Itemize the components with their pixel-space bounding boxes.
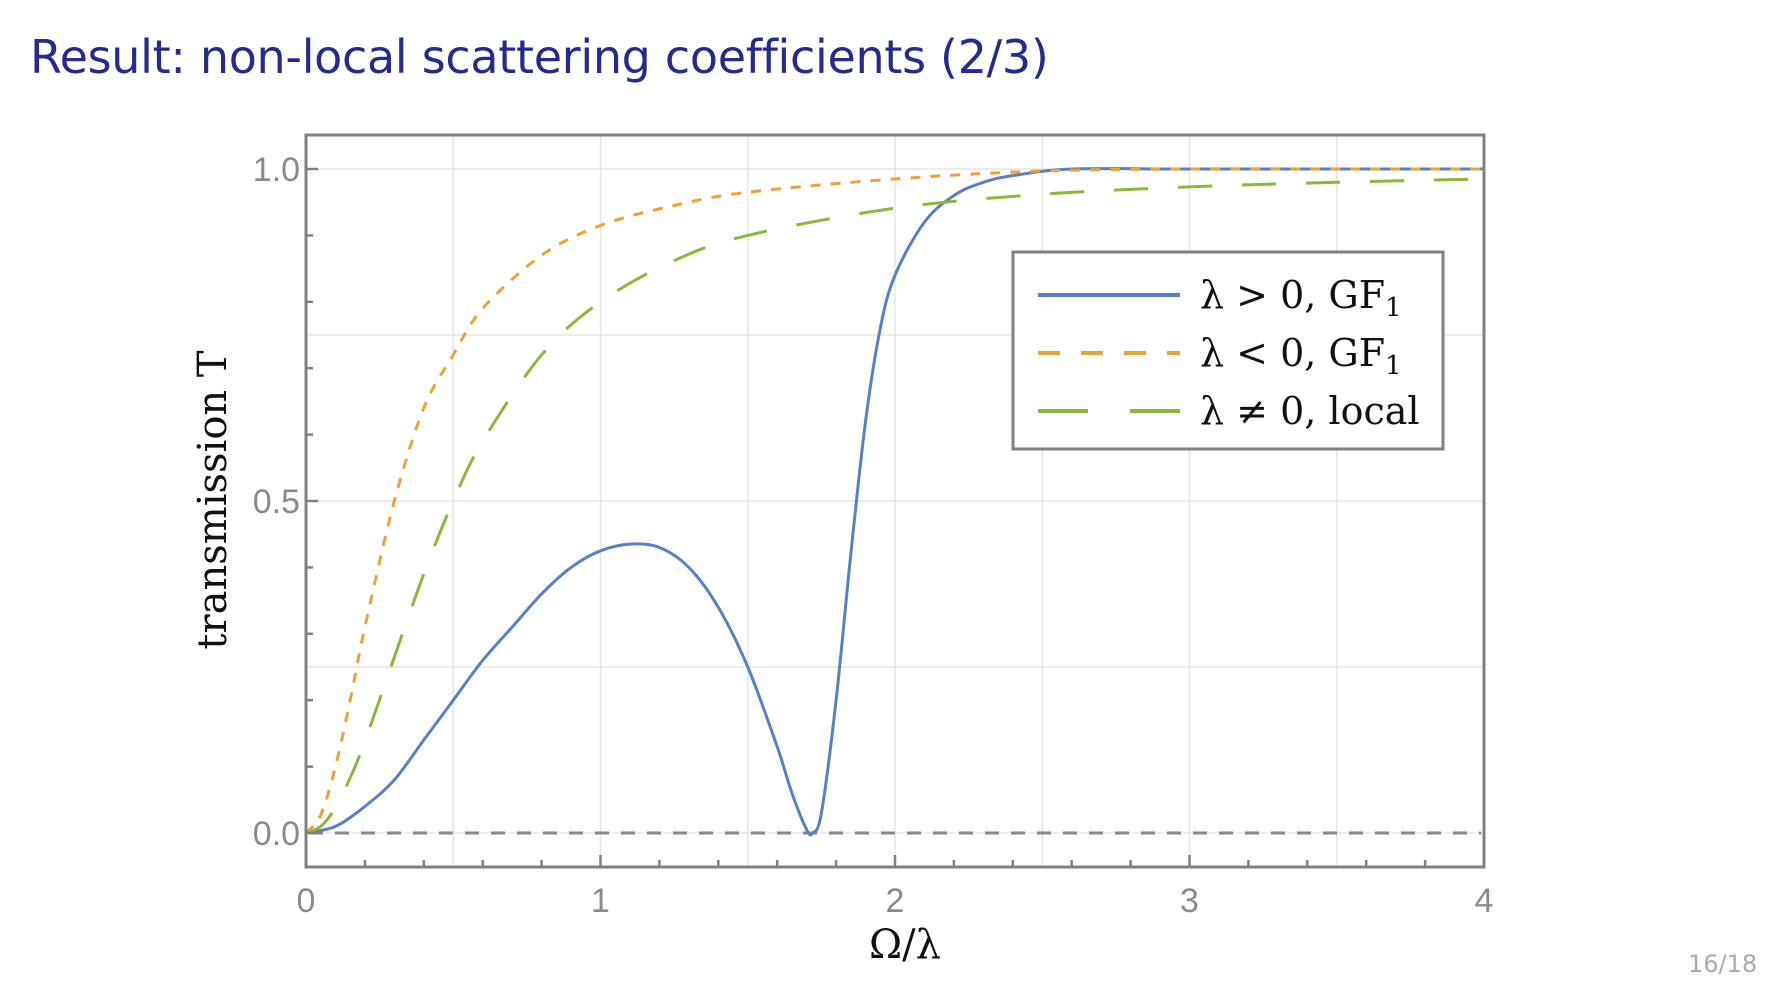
x-tick-label: 3 bbox=[1180, 882, 1199, 920]
series-line-2 bbox=[304, 167, 1484, 835]
x-tick-label: 2 bbox=[886, 882, 905, 920]
legend-subscript: 1 bbox=[1385, 351, 1402, 381]
legend-text: λ < 0, GF bbox=[1200, 331, 1385, 375]
y-axis-label: transmission T bbox=[190, 350, 236, 649]
y-tick-label: 0.0 bbox=[253, 815, 300, 853]
page-number: 16/18 bbox=[1688, 950, 1758, 978]
x-axis-label: Ω/λ bbox=[869, 922, 941, 968]
x-tick-label: 0 bbox=[297, 882, 316, 920]
y-tick-label: 1.0 bbox=[253, 151, 300, 189]
grid bbox=[306, 135, 1484, 867]
y-tick-label: 0.5 bbox=[253, 483, 300, 521]
legend-label-3: λ ≠ 0, local bbox=[1200, 389, 1420, 433]
x-tick-label: 1 bbox=[591, 882, 610, 920]
slide-title: Result: non-local scattering coefficient… bbox=[30, 30, 1049, 84]
legend-text: λ ≠ 0, local bbox=[1200, 389, 1420, 433]
legend-label-2: λ < 0, GF1 bbox=[1200, 331, 1402, 381]
x-tick-label: 4 bbox=[1475, 882, 1494, 920]
ticks: 0 1 2 3 4 0.0 0.5 1.0 bbox=[253, 151, 1494, 920]
legend-text: λ > 0, GF bbox=[1200, 273, 1385, 317]
series-line-1 bbox=[305, 167, 1484, 837]
legend-label-1: λ > 0, GF1 bbox=[1200, 273, 1402, 323]
legend-box bbox=[1011, 250, 1445, 451]
curves bbox=[304, 167, 1485, 837]
legend-subscript: 1 bbox=[1385, 293, 1402, 323]
series-line-3 bbox=[305, 177, 1485, 835]
